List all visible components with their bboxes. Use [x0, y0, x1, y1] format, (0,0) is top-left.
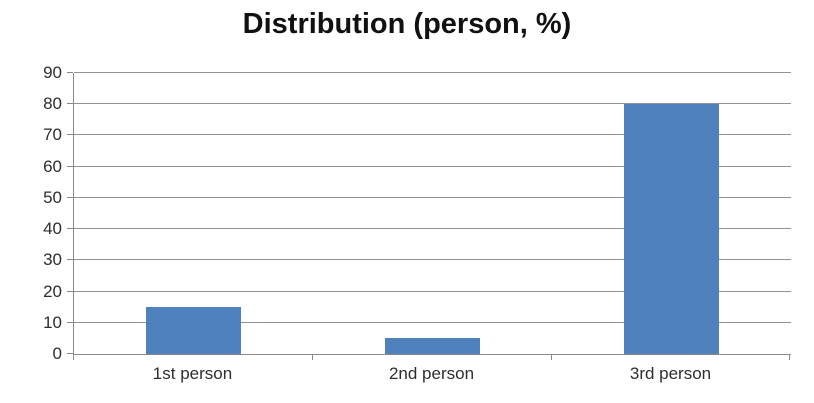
y-tick-label: 30 — [43, 250, 62, 270]
x-axis-tick — [551, 355, 552, 360]
y-tick-label: 20 — [43, 281, 62, 301]
bar — [624, 104, 719, 354]
x-axis-tick — [73, 355, 74, 360]
x-category-label: 1st person — [152, 364, 233, 383]
plot-area — [73, 72, 791, 355]
gridline — [74, 103, 791, 105]
y-axis-tick — [67, 353, 73, 354]
gridline — [74, 196, 791, 198]
bar — [385, 338, 480, 354]
x-category-label: 3rd person — [629, 364, 712, 383]
y-tick-label: 60 — [43, 156, 62, 176]
y-tick-label: 50 — [43, 187, 62, 207]
gridline — [74, 72, 791, 73]
y-axis-tick — [67, 290, 73, 292]
gridline — [74, 321, 791, 323]
x-axis-tick — [312, 355, 313, 360]
y-axis-tick — [67, 259, 73, 261]
y-tick-label: 70 — [43, 125, 62, 145]
y-axis-tick — [67, 196, 73, 198]
y-tick-label: 80 — [43, 94, 62, 114]
y-axis-tick — [67, 134, 73, 136]
gridline — [74, 134, 791, 136]
bar — [146, 307, 241, 354]
y-axis-tick — [67, 103, 73, 105]
gridline — [74, 228, 791, 230]
y-tick-label: 90 — [43, 63, 62, 82]
chart-title: Distribution (person, %) — [242, 8, 572, 40]
gridline — [74, 290, 791, 292]
y-axis-tick — [67, 72, 73, 73]
gridline — [74, 165, 791, 167]
x-axis-tick — [789, 355, 790, 360]
y-axis-tick — [67, 228, 73, 230]
gridline — [74, 259, 791, 261]
x-category-label: 2nd person — [388, 364, 475, 383]
y-axis-tick — [67, 165, 73, 167]
y-tick-label: 0 — [52, 344, 62, 363]
y-tick-label: 40 — [43, 219, 62, 239]
y-tick-label: 10 — [43, 312, 62, 332]
y-axis-tick — [67, 321, 73, 323]
